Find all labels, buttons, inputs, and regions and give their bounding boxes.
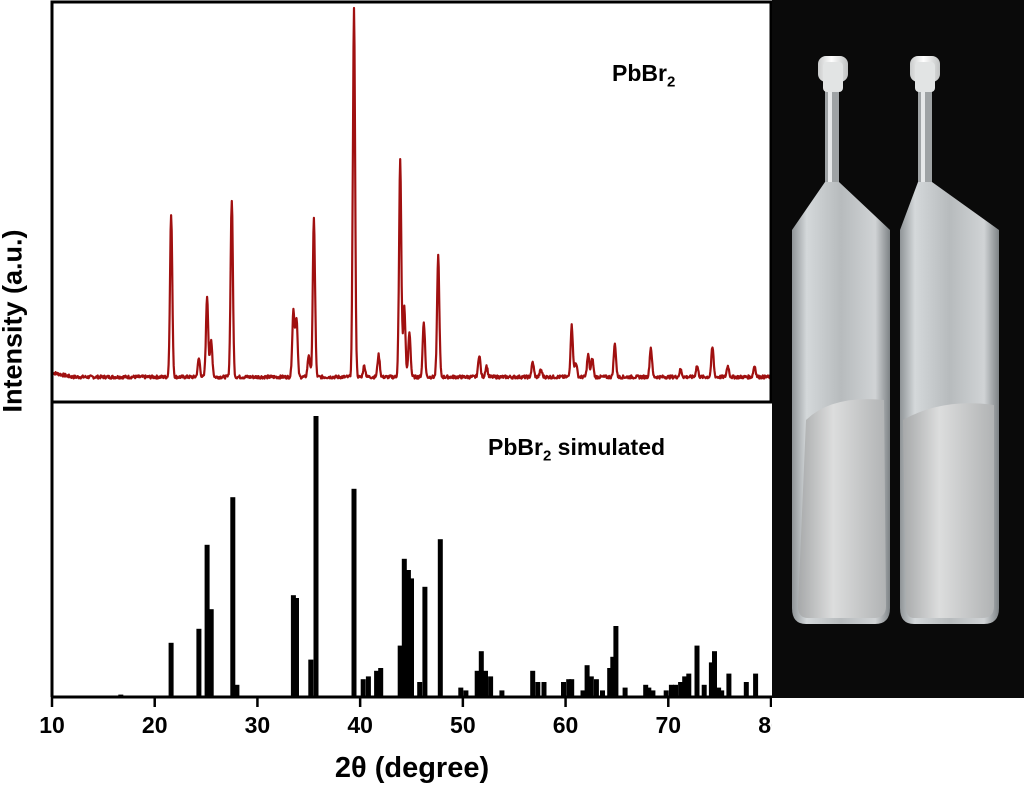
simulated-bar (118, 694, 124, 696)
simulated-bar (663, 690, 669, 696)
ampoule-right (900, 56, 999, 624)
simulated-bar (569, 679, 575, 696)
simulated-bar (726, 673, 732, 696)
x-axis-label: 2θ (degree) (334, 752, 490, 784)
simulated-bar (294, 598, 299, 696)
simulated-bar (365, 676, 371, 696)
bottom-title-subscript: 2 (542, 447, 552, 465)
simulated-bar (422, 586, 428, 696)
top-title-main: PbBr (612, 60, 667, 86)
simulated-bar (204, 544, 210, 696)
simulated-bar (682, 676, 688, 696)
x-tick-label: 10 (39, 712, 65, 738)
simulated-bar (351, 488, 357, 696)
simulated-bar (643, 684, 649, 696)
simulated-bar (409, 578, 414, 696)
bottom-panel-title: PbBr2 simulated (488, 434, 665, 465)
x-tick-label: 80 (758, 712, 772, 738)
x-tick-label: 20 (142, 712, 168, 738)
simulated-bar (488, 676, 494, 696)
simulated-bar (474, 670, 480, 696)
simulated-bar (673, 684, 678, 696)
simulated-bar (530, 670, 536, 696)
simulated-bar (566, 679, 572, 696)
simulated-bar (483, 670, 488, 696)
simulated-bar (417, 682, 423, 696)
simulated-bar (593, 679, 599, 696)
top-panel-title: PbBr2 (612, 60, 675, 91)
simulated-bar (541, 682, 547, 696)
x-tick-label: 30 (245, 712, 271, 738)
x-tick-label: 50 (450, 712, 476, 738)
y-axis-label: Intensity (a.u.) (0, 229, 28, 413)
simulated-bar (401, 558, 407, 696)
simulated-bar (588, 676, 594, 696)
simulated-bar (463, 690, 469, 696)
simulated-bar (584, 665, 590, 696)
simulated-bar (753, 673, 759, 696)
simulated-bar (716, 687, 722, 696)
top-title-subscript: 2 (666, 73, 676, 91)
measured-pattern-line (51, 6, 772, 380)
simulated-bar (234, 684, 240, 696)
simulated-bar (686, 673, 692, 696)
simulated-bar (678, 682, 684, 696)
simulated-bar (374, 670, 380, 696)
axes (50, 0, 772, 699)
simulated-bar (708, 662, 714, 696)
simulated-bar (600, 690, 605, 696)
simulated-bar (613, 626, 619, 696)
ampoule-left (792, 56, 890, 624)
simulated-bar (168, 642, 174, 696)
simulated-bar (712, 651, 717, 696)
simulated-bar (290, 595, 296, 696)
simulated-bar (437, 539, 443, 696)
simulated-bar (230, 497, 236, 696)
simulated-bar (405, 570, 411, 696)
simulated-bar (701, 684, 707, 696)
simulated-bar (580, 690, 586, 696)
ampoule-photo-drawing (792, 56, 999, 624)
xrd-chart: 10 20 30 40 50 60 70 80 (39, 0, 772, 738)
simulated-bar (313, 416, 319, 696)
x-tick-label: 60 (553, 712, 579, 738)
simulated-bar (360, 679, 366, 696)
x-tick-label: 70 (655, 712, 681, 738)
simulated-bar (535, 682, 541, 696)
simulated-bar (719, 690, 725, 696)
simulated-bar (622, 687, 628, 696)
x-ticks: 10 20 30 40 50 60 70 80 (39, 697, 772, 738)
simulated-bar (196, 628, 202, 696)
simulated-bar (378, 668, 384, 696)
bottom-title-suffix: simulated (551, 434, 666, 460)
simulated-bar (607, 668, 613, 696)
simulated-bar (499, 690, 505, 696)
simulated-bar (610, 656, 616, 696)
simulated-bar (308, 659, 314, 696)
ampoule-photo (772, 0, 1024, 698)
simulated-bar (650, 690, 656, 696)
simulated-bar (561, 682, 566, 696)
simulated-bar (668, 684, 674, 696)
simulated-bar (478, 651, 484, 696)
top-panel (51, 6, 772, 380)
simulated-bar (694, 645, 700, 696)
bottom-panel (118, 416, 759, 696)
simulated-bar (458, 687, 464, 696)
plot-frame-top (50, 0, 772, 404)
x-tick-label: 40 (347, 712, 373, 738)
simulated-bar (743, 682, 749, 696)
simulated-bar (397, 645, 403, 696)
bottom-title-main: PbBr (488, 434, 543, 460)
simulated-bar (208, 609, 214, 696)
simulated-bar (646, 687, 652, 696)
